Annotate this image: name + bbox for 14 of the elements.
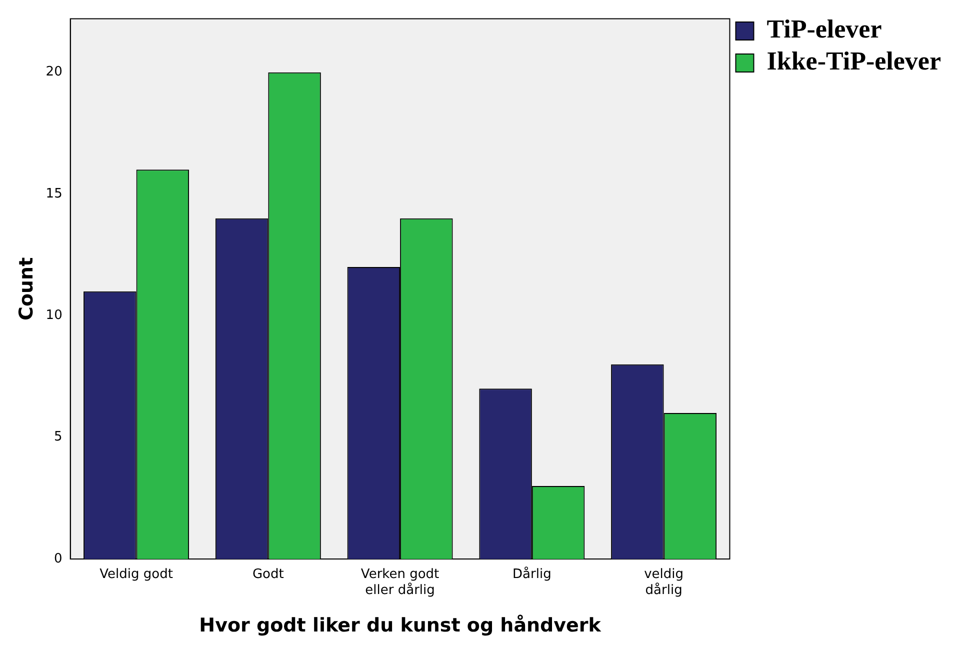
y-tick-label: 20 xyxy=(46,64,62,80)
x-axis-title: Hvor godt liker du kunst og håndverk xyxy=(199,614,602,637)
y-tick-label: 5 xyxy=(54,430,62,445)
legend-label: TiP-elever xyxy=(766,14,882,44)
y-tick-label: 0 xyxy=(54,551,62,566)
legend-label: Ikke-TiP-elever xyxy=(766,46,942,76)
x-tick-label: Godt xyxy=(252,567,284,582)
x-tick-label: Dårlig xyxy=(512,566,552,582)
x-tick-label: Verken godt eller dårlig xyxy=(360,567,440,598)
x-tick-label: veldig dårlig xyxy=(644,567,684,598)
y-axis-title: Count xyxy=(15,257,38,320)
y-tick-label: 15 xyxy=(46,186,62,202)
y-tick-label: 10 xyxy=(46,308,62,324)
x-tick-label: Veldig godt xyxy=(100,567,173,582)
